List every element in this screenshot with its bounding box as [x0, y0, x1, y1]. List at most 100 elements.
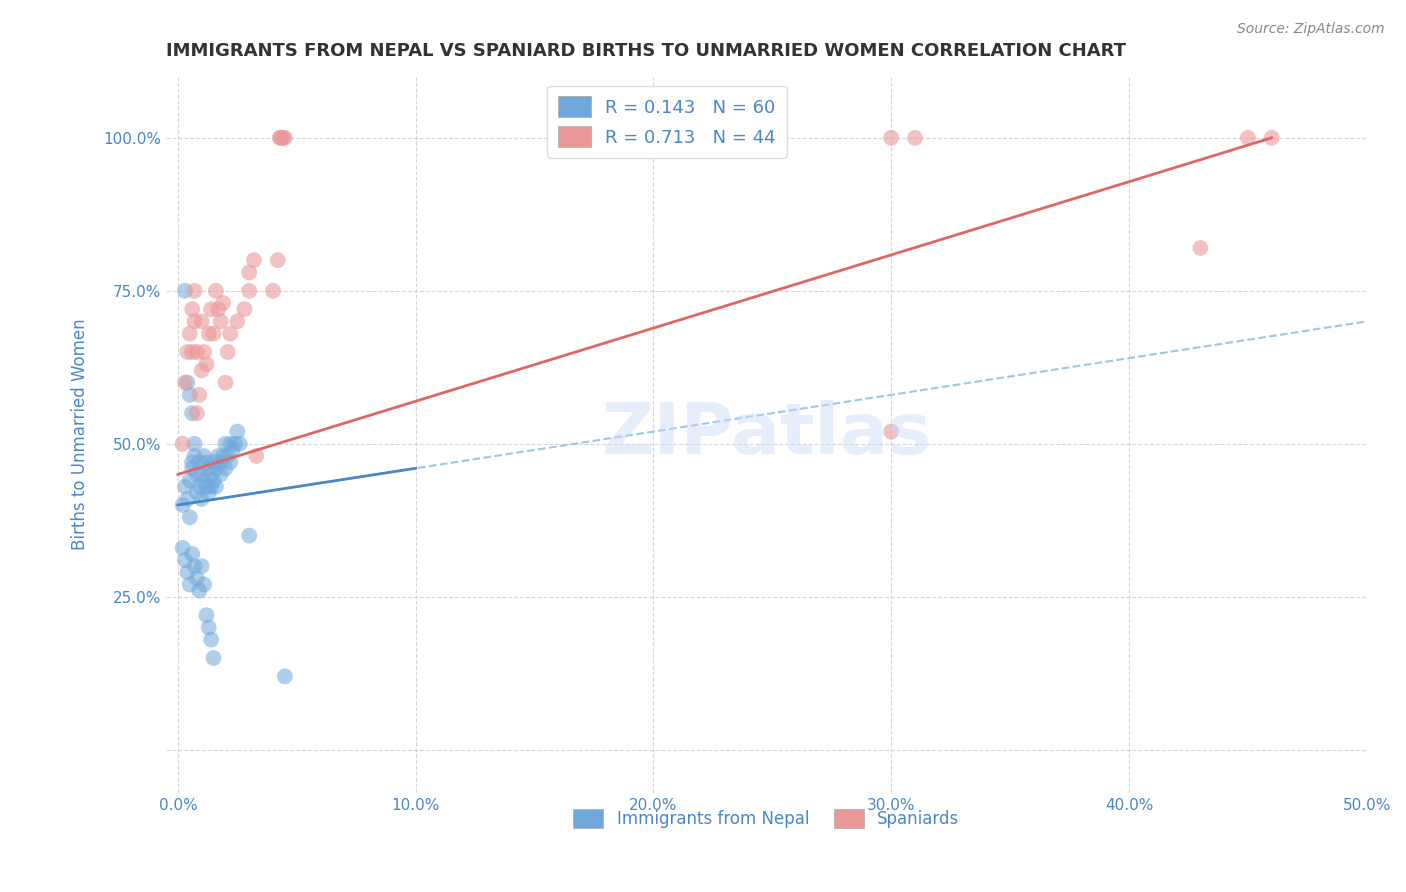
Point [186, 406, 208, 420]
Point [262, 284, 284, 298]
Point [243, 253, 266, 268]
Point [174, 553, 197, 567]
Point [183, 437, 205, 451]
Point [219, 455, 242, 469]
Point [183, 314, 205, 328]
Point [233, 302, 256, 317]
Point [181, 302, 204, 317]
Point [186, 467, 208, 482]
Point [181, 406, 204, 420]
Point [200, 632, 222, 647]
Point [198, 485, 221, 500]
Point [274, 130, 297, 145]
Point [202, 326, 225, 341]
Point [217, 345, 239, 359]
Point [193, 345, 215, 359]
Point [904, 130, 927, 145]
Point [176, 376, 198, 390]
Point [1260, 130, 1282, 145]
Point [238, 528, 260, 542]
Point [214, 376, 236, 390]
Point [183, 559, 205, 574]
Point [181, 547, 204, 561]
Point [186, 345, 208, 359]
Point [188, 480, 211, 494]
Point [195, 608, 218, 623]
Point [200, 480, 222, 494]
Point [188, 388, 211, 402]
Point [209, 467, 232, 482]
Point [198, 461, 221, 475]
Point [200, 467, 222, 482]
Point [269, 130, 291, 145]
Point [200, 302, 222, 317]
Point [186, 571, 208, 585]
Point [181, 455, 204, 469]
Point [176, 491, 198, 506]
Point [176, 345, 198, 359]
Point [212, 449, 235, 463]
Legend: Immigrants from Nepal, Spaniards: Immigrants from Nepal, Spaniards [567, 802, 966, 834]
Point [217, 449, 239, 463]
Point [174, 284, 197, 298]
Y-axis label: Births to Unmarried Women: Births to Unmarried Women [72, 318, 89, 550]
Point [179, 388, 201, 402]
Point [226, 425, 249, 439]
Point [202, 651, 225, 665]
Text: ZIPatlas: ZIPatlas [602, 401, 931, 469]
Point [172, 498, 194, 512]
Point [181, 345, 204, 359]
Point [228, 437, 250, 451]
Point [214, 437, 236, 451]
Point [183, 449, 205, 463]
Point [202, 474, 225, 488]
Point [207, 302, 229, 317]
Point [188, 455, 211, 469]
Point [238, 284, 260, 298]
Text: Source: ZipAtlas.com: Source: ZipAtlas.com [1237, 22, 1385, 37]
Point [193, 474, 215, 488]
Point [193, 577, 215, 591]
Point [271, 130, 294, 145]
Point [190, 491, 212, 506]
Point [271, 130, 294, 145]
Point [179, 474, 201, 488]
Point [190, 363, 212, 377]
Point [195, 357, 218, 371]
Point [205, 480, 228, 494]
Point [183, 284, 205, 298]
Point [212, 296, 235, 310]
Point [179, 577, 201, 591]
Point [190, 559, 212, 574]
Point [198, 620, 221, 634]
Point [1237, 130, 1260, 145]
Point [179, 326, 201, 341]
Point [188, 583, 211, 598]
Point [219, 437, 242, 451]
Point [190, 314, 212, 328]
Point [195, 480, 218, 494]
Point [202, 455, 225, 469]
Point [274, 669, 297, 683]
Point [198, 326, 221, 341]
Text: IMMIGRANTS FROM NEPAL VS SPANIARD BIRTHS TO UNMARRIED WOMEN CORRELATION CHART: IMMIGRANTS FROM NEPAL VS SPANIARD BIRTHS… [166, 42, 1126, 60]
Point [245, 449, 267, 463]
Point [190, 467, 212, 482]
Point [226, 314, 249, 328]
Point [209, 455, 232, 469]
Point [224, 437, 246, 451]
Point [193, 449, 215, 463]
Point [209, 314, 232, 328]
Point [267, 253, 290, 268]
Point [181, 461, 204, 475]
Point [207, 449, 229, 463]
Point [195, 455, 218, 469]
Point [176, 566, 198, 580]
Point [219, 326, 242, 341]
Point [880, 130, 903, 145]
Point [1189, 241, 1212, 255]
Point [186, 485, 208, 500]
Point [172, 541, 194, 555]
Point [221, 442, 243, 457]
Point [238, 265, 260, 279]
